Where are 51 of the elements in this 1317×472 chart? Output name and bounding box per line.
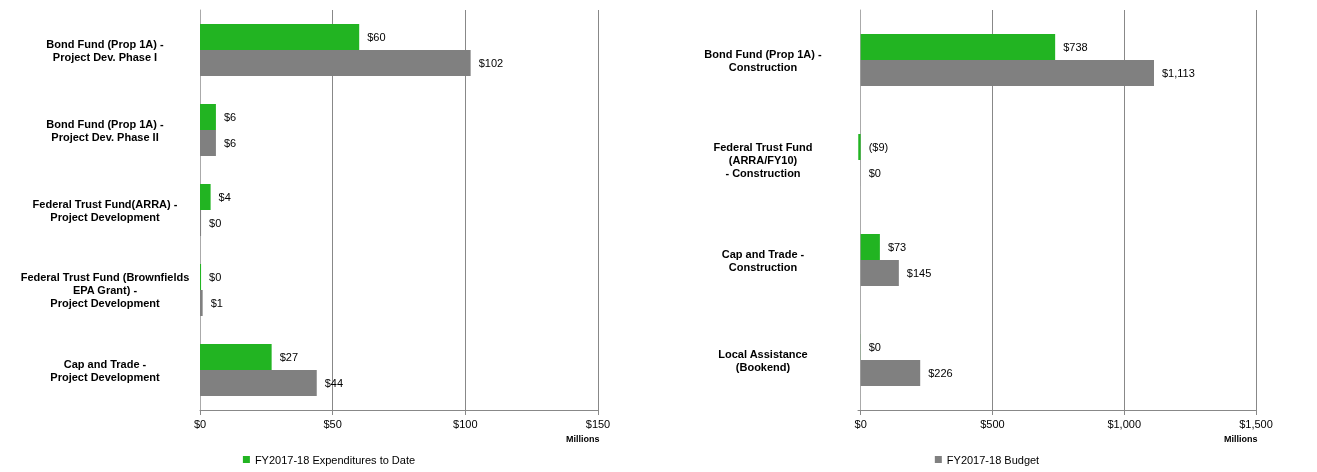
- data-label: ($9): [868, 141, 889, 153]
- data-label: $1,113: [1162, 67, 1195, 79]
- x-tick-label: $0: [854, 417, 867, 430]
- bar: [860, 360, 921, 386]
- x-tick-label: $0: [193, 417, 207, 430]
- bar: [200, 130, 216, 156]
- data-label: $0: [209, 271, 222, 283]
- bar: [200, 290, 203, 316]
- y-tick-label: Federal Trust Fund (Brownfields EPA Grant) - Project Development: [20, 271, 190, 309]
- data-label: $4: [218, 191, 231, 203]
- y-tick-label: Bond Fund (Prop 1A) - Construction: [704, 47, 822, 73]
- y-tick-label: Local Assistance (Bookend): [718, 347, 808, 373]
- x-tick-label: $1,500: [1239, 417, 1273, 430]
- y-tick-label: Federal Trust Fund (ARRA/FY10) - Construction: [713, 141, 813, 179]
- data-label: $73: [887, 241, 907, 253]
- data-label: $6: [223, 137, 237, 149]
- bar: [200, 104, 216, 130]
- data-label: $145: [906, 267, 932, 279]
- bar: [860, 260, 899, 286]
- x-axis-title: Millions: [1224, 433, 1258, 444]
- data-label: $226: [928, 367, 953, 379]
- legend-label: FY2017-18 Expenditures to Date: [254, 453, 416, 466]
- y-tick-label: Cap and Trade - Project Development: [50, 357, 161, 383]
- data-label: $738: [1063, 41, 1088, 53]
- legend-label: FY2017-18 Budget: [946, 453, 1040, 466]
- data-label: $0: [209, 217, 222, 229]
- y-tick-label: Bond Fund (Prop 1A) - Project Dev. Phase I: [46, 37, 164, 63]
- x-tick-label: $150: [585, 417, 611, 430]
- y-tick-label: Federal Trust Fund(ARRA) - Project Development: [32, 197, 178, 223]
- data-label: $60: [367, 31, 386, 43]
- x-tick-label: $1,000: [1107, 417, 1142, 430]
- bar: [200, 184, 211, 210]
- x-tick-label: $100: [453, 417, 478, 430]
- y-tick-label: Bond Fund (Prop 1A) - Project Dev. Phase II: [46, 117, 164, 143]
- data-label: $44: [324, 377, 344, 389]
- bar: [200, 344, 272, 370]
- x-tick-label: $500: [980, 417, 1005, 430]
- x-tick-label: $50: [323, 417, 342, 430]
- x-axis-title: Millions: [566, 433, 600, 444]
- data-label: $27: [279, 351, 298, 363]
- data-label: $0: [868, 341, 881, 353]
- data-label: $6: [223, 111, 237, 123]
- bar: [860, 234, 880, 260]
- y-tick-label: Cap and Trade - Construction: [721, 247, 805, 273]
- bar: [860, 34, 1056, 60]
- data-label: $102: [478, 57, 504, 69]
- data-label: $1: [210, 297, 223, 309]
- data-label: $0: [868, 167, 881, 179]
- bar: [200, 370, 317, 396]
- bar: [858, 134, 861, 160]
- bar: [200, 24, 360, 50]
